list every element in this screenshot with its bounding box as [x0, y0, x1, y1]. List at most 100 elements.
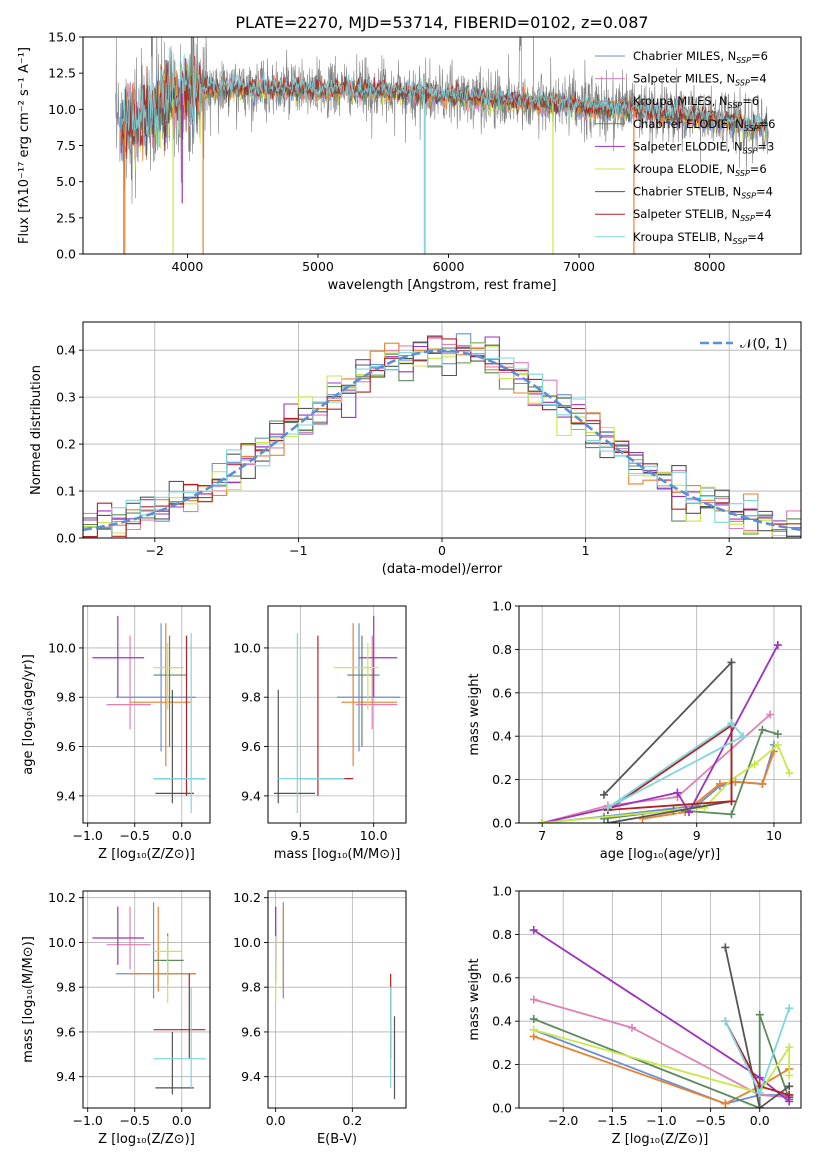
marker-kroupa_elodie [529, 1025, 538, 1034]
y-tick-label: 10.0 [233, 935, 261, 950]
y-axis-label: Flux [fλ10⁻¹⁷ erg cm⁻² s⁻¹ A⁻¹] [17, 47, 32, 244]
marker-kroupa_miles [715, 779, 724, 788]
series-kroupa_stelib [607, 722, 745, 809]
marker-kroupa_elodie [785, 1043, 794, 1052]
y-tick-label: 9.6 [56, 1024, 76, 1039]
legend-entry: 𝒩(0, 1) [740, 337, 787, 352]
marker-kroupa_elodie [538, 819, 547, 823]
axes-frame [518, 890, 802, 1109]
panel-mass_vs_ebv: 0.0 0.2 9.4 9.6 9.8 10.0 10.2 E(B-V) [233, 890, 407, 1147]
y-tick-label: 1.0 [492, 599, 512, 614]
chart-title: PLATE=2270, MJD=53714, FIBERID=0102, z=0… [235, 13, 648, 32]
x-tick-label: −1.5 [597, 1113, 627, 1128]
marker-kroupa_miles [758, 779, 767, 788]
marker-chabrier_elodie [727, 810, 736, 819]
marker-kroupa_stelib [603, 803, 612, 812]
x-tick-label: 0 [438, 543, 446, 558]
y-tick-label: 9.4 [56, 788, 76, 803]
y-axis-label: age [log₁₀(age/yr)] [21, 654, 36, 775]
marker-salpeter_stelib [727, 797, 736, 806]
normal-curve [83, 349, 801, 532]
plot-area-age_vs_Z [92, 615, 207, 814]
legend-entry: Kroupa MILES, NSSP=6 [633, 94, 759, 110]
x-tick-label: −2.0 [548, 1113, 578, 1128]
legend-entry: Salpeter ELODIE, NSSP=3 [633, 139, 774, 155]
plot-area-massweight_vs_age [538, 641, 794, 823]
legend-entry: Chabrier STELIB, NSSP=4 [633, 185, 773, 201]
x-axis-label: E(B-V) [317, 1132, 357, 1147]
y-tick-label: 0.6 [492, 685, 512, 700]
x-tick-label: 0.0 [172, 828, 192, 843]
plot-area-spectrum [115, 37, 769, 254]
legend-entry: Chabrier MILES, NSSP=6 [633, 49, 768, 65]
marker-salpeter_elodie [529, 926, 538, 935]
y-tick-label: 7.5 [56, 138, 76, 153]
y-axis-label: mass weight [467, 958, 482, 1040]
x-tick-label: 7 [538, 828, 546, 843]
x-tick-label: 6000 [433, 259, 465, 274]
y-tick-label: 10.2 [233, 890, 261, 905]
marker-chabrier_elodie [599, 814, 608, 823]
axes-frame [267, 890, 407, 1109]
series-kroupa_miles [533, 1035, 790, 1105]
marker-kroupa_stelib [739, 732, 748, 741]
x-axis-label: (data-model)/error [382, 562, 503, 577]
marker-chabrier_elodie [758, 725, 767, 734]
plot-area-age_vs_mass [273, 615, 401, 814]
marker-kroupa_stelib [785, 1004, 794, 1013]
x-tick-label: 0.0 [172, 1113, 192, 1128]
marker-kroupa_miles [721, 1099, 730, 1108]
series-chabrier_stelib [724, 947, 790, 1108]
x-tick-label: 10 [766, 828, 782, 843]
marker-salpeter_miles [529, 995, 538, 1004]
y-tick-label: 15.0 [48, 30, 76, 45]
series-salpeter_stelib [607, 723, 733, 811]
marker-chabrier_elodie [529, 1015, 538, 1024]
x-tick-label: −0.5 [120, 1113, 150, 1128]
plot-area-mass_vs_Z [92, 902, 207, 1095]
y-tick-label: 9.6 [241, 739, 261, 754]
y-tick-label: 9.8 [241, 980, 261, 995]
series-salpeter_stelib [724, 1020, 790, 1096]
x-axis-label: Z [log₁₀(Z/Z⊙)] [98, 847, 195, 862]
y-tick-label: 0.0 [56, 247, 76, 262]
legend-entry: Salpeter STELIB, NSSP=4 [633, 207, 772, 223]
marker-salpeter_elodie [773, 641, 782, 650]
marker-kroupa_elodie [773, 740, 782, 749]
y-tick-label: 0.2 [492, 1057, 512, 1072]
legend-entry: Chabrier ELODIE, NSSP=6 [633, 117, 775, 133]
plot-area-mass_vs_ebv [275, 902, 396, 1100]
x-tick-label: 7000 [563, 259, 595, 274]
axes-frame [267, 605, 407, 824]
y-tick-label: 0.4 [56, 343, 76, 358]
y-tick-label: 9.6 [241, 1024, 261, 1039]
y-tick-label: 0.4 [492, 1014, 512, 1029]
y-tick-label: 9.8 [56, 980, 76, 995]
panel-spectrum: 4000 5000 6000 7000 8000 0.0 2.5 5.0 7.5 10.0 12.5… [17, 13, 802, 293]
y-tick-label: 9.8 [56, 690, 76, 705]
series-chabrier_elodie [603, 728, 779, 820]
panel-massweight_vs_age: 7 8 9 10 0.0 0.2 0.4 0.6 0.8 1.0 age [log₁₀(age/yr… [467, 599, 802, 862]
axes-frame [82, 890, 211, 1109]
x-tick-label: 10.0 [360, 828, 388, 843]
x-tick-label: −0.5 [120, 828, 150, 843]
y-tick-label: 0.1 [56, 484, 76, 499]
x-tick-label: −1.0 [646, 1113, 676, 1128]
y-tick-label: 5.0 [56, 174, 76, 189]
y-tick-label: 12.5 [48, 66, 76, 81]
x-tick-label: −1.0 [73, 1113, 103, 1128]
histogram-salpeter_stelib [83, 335, 801, 538]
marker-chabrier_stelib [755, 1104, 764, 1108]
x-axis-label: wavelength [Angstrom, rest frame] [328, 278, 557, 293]
y-tick-label: 9.4 [56, 1069, 76, 1084]
marker-chabrier_stelib [721, 943, 730, 952]
y-tick-label: 0.0 [56, 531, 76, 546]
x-tick-label: 0.2 [342, 1113, 362, 1128]
marker-kroupa_stelib [727, 719, 736, 728]
marker-kroupa_stelib [721, 1017, 730, 1026]
x-tick-label: 0.0 [266, 1113, 286, 1128]
x-tick-label: 0.0 [750, 1113, 770, 1128]
marker-kroupa_elodie [785, 769, 794, 778]
marker-chabrier_elodie [773, 730, 782, 739]
